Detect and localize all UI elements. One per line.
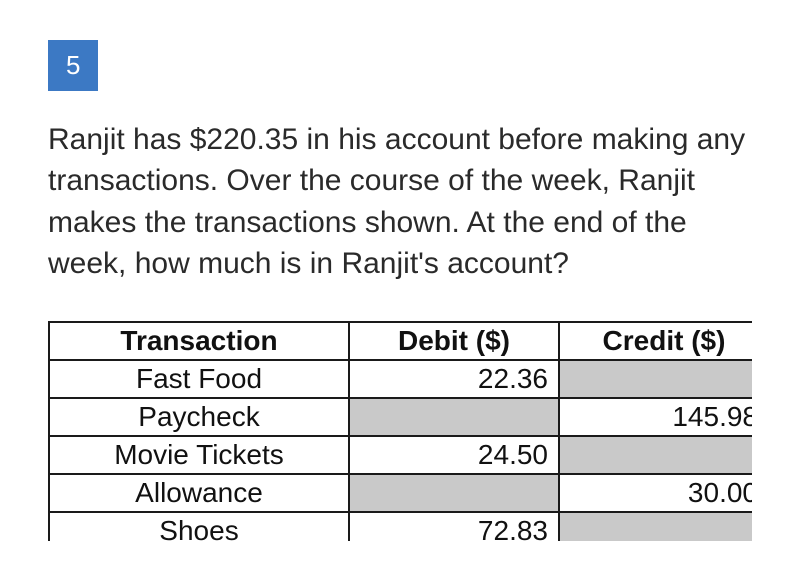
question-prompt: Ranjit has $220.35 in his account before… — [48, 119, 752, 285]
cell-credit — [559, 360, 752, 398]
transactions-table: Transaction Debit ($) Credit ($) Fast Fo… — [48, 321, 752, 541]
cell-debit — [349, 474, 559, 512]
col-header-transaction: Transaction — [49, 322, 349, 360]
cell-debit — [349, 398, 559, 436]
col-header-credit: Credit ($) — [559, 322, 752, 360]
cell-transaction: Shoes — [49, 512, 349, 541]
question-number-badge: 5 — [48, 40, 98, 91]
cell-credit: 30.00 — [559, 474, 752, 512]
cell-credit — [559, 436, 752, 474]
col-header-debit: Debit ($) — [349, 322, 559, 360]
cell-transaction: Allowance — [49, 474, 349, 512]
cell-debit: 22.36 — [349, 360, 559, 398]
table-row: Shoes 72.83 — [49, 512, 752, 541]
table-row: Movie Tickets 24.50 — [49, 436, 752, 474]
cell-credit — [559, 512, 752, 541]
cell-debit: 72.83 — [349, 512, 559, 541]
table-row: Fast Food 22.36 — [49, 360, 752, 398]
cell-debit: 24.50 — [349, 436, 559, 474]
transactions-table-wrap: Transaction Debit ($) Credit ($) Fast Fo… — [48, 321, 752, 541]
table-row: Allowance 30.00 — [49, 474, 752, 512]
question-container: 5 Ranjit has $220.35 in his account befo… — [0, 0, 800, 541]
cell-transaction: Movie Tickets — [49, 436, 349, 474]
table-header-row: Transaction Debit ($) Credit ($) — [49, 322, 752, 360]
cell-credit: 145.98 — [559, 398, 752, 436]
table-row: Paycheck 145.98 — [49, 398, 752, 436]
cell-transaction: Paycheck — [49, 398, 349, 436]
cell-transaction: Fast Food — [49, 360, 349, 398]
